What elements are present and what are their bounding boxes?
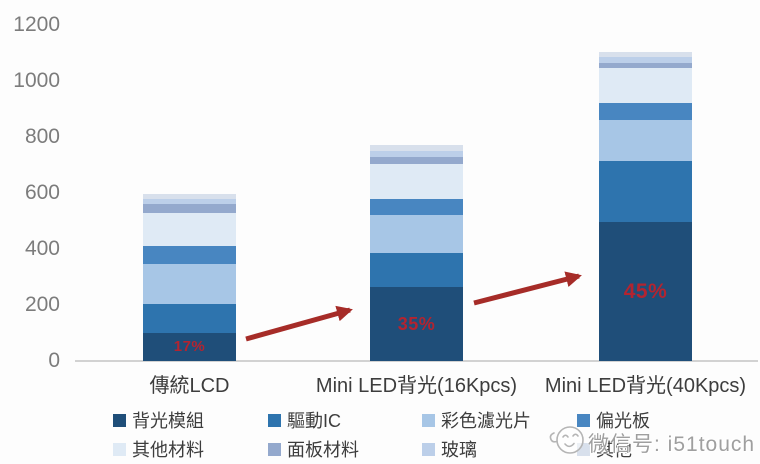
x-axis-category-label: 傳統LCD [149, 375, 230, 397]
legend-label: 驅動IC [287, 411, 341, 431]
bar-segment-其他 [370, 145, 463, 151]
legend-item-玻璃: 玻璃 [422, 438, 477, 460]
y-axis-tick-label: 1000 [13, 69, 60, 92]
bar-segment-其他材料 [370, 163, 463, 199]
bar-percent-label: 45% [623, 279, 668, 303]
legend-swatch [577, 413, 590, 427]
bar-segment-面板材料 [370, 156, 463, 164]
bar-segment-其他 [599, 51, 692, 58]
bar-segment-偏光板 [370, 198, 463, 216]
bar-segment-面板材料 [143, 204, 236, 213]
legend-label: 面板材料 [287, 440, 359, 460]
smiley-face-icon [549, 426, 584, 454]
legend-swatch [113, 413, 126, 427]
legend-swatch [422, 413, 435, 427]
legend-swatch [268, 442, 281, 456]
bar-segment-玻璃 [143, 198, 236, 205]
legend-label: 其他材料 [132, 440, 204, 460]
watermark-text: 微信号: i51touch [588, 433, 756, 456]
x-axis-category-label: Mini LED背光(40Kpcs) [544, 375, 747, 397]
bar-percent-label: 35% [397, 313, 436, 334]
bar-segment-玻璃 [370, 151, 463, 157]
legend-item-其他材料: 其他材料 [113, 438, 204, 460]
bar-segment-其他材料 [599, 68, 692, 104]
bar-segment-背光模組 [599, 222, 692, 361]
bar-segment-面板材料 [599, 62, 692, 69]
legend-item-偏光板: 偏光板 [577, 409, 650, 431]
legend-item-背光模組: 背光模組 [113, 409, 204, 431]
bar-segment-背光模組 [143, 333, 236, 361]
bar-segment-彩色濾光片 [143, 264, 236, 304]
bar-segment-偏光板 [143, 246, 236, 265]
bar-segment-彩色濾光片 [370, 215, 463, 254]
legend-item-驅動IC: 驅動IC [268, 409, 341, 431]
y-axis-tick-label: 800 [24, 125, 60, 148]
legend-label: 彩色濾光片 [441, 411, 531, 431]
legend-swatch [268, 413, 281, 427]
growth-arrow-2 [473, 271, 582, 306]
watermark: 微信号: i51touch [540, 416, 760, 462]
y-axis-tick-label: 0 [48, 349, 60, 372]
legend-item-面板材料: 面板材料 [268, 438, 359, 460]
legend-label: 背光模組 [132, 411, 204, 431]
bar-segment-彩色濾光片 [599, 120, 692, 161]
legend-swatch [113, 442, 126, 456]
legend-label: 玻璃 [441, 440, 477, 460]
bar-segment-其他 [143, 194, 236, 199]
y-axis-tick-label: 400 [24, 237, 60, 260]
y-axis-tick-label: 200 [24, 293, 60, 316]
bar-segment-玻璃 [599, 57, 692, 63]
bar-segment-驅動IC [370, 253, 463, 287]
bar-percent-label: 17% [173, 338, 206, 355]
legend-swatch [422, 442, 435, 456]
x-axis-line [75, 360, 758, 362]
growth-arrow-1 [245, 305, 353, 342]
bar-segment-驅動IC [143, 303, 236, 333]
legend-item-其他: 其他 [577, 438, 632, 460]
bar-segment-偏光板 [599, 103, 692, 121]
legend-item-彩色濾光片: 彩色濾光片 [422, 409, 531, 431]
y-axis-tick-label: 1200 [13, 13, 60, 36]
bar-segment-其他材料 [143, 212, 236, 247]
y-axis-tick-label: 600 [24, 181, 60, 204]
bar-segment-背光模組 [370, 286, 463, 361]
x-axis-category-label: Mini LED背光(16Kpcs) [315, 375, 518, 397]
legend-label: 其他 [596, 440, 632, 460]
legend-label: 偏光板 [596, 411, 650, 431]
bar-segment-驅動IC [599, 160, 692, 223]
